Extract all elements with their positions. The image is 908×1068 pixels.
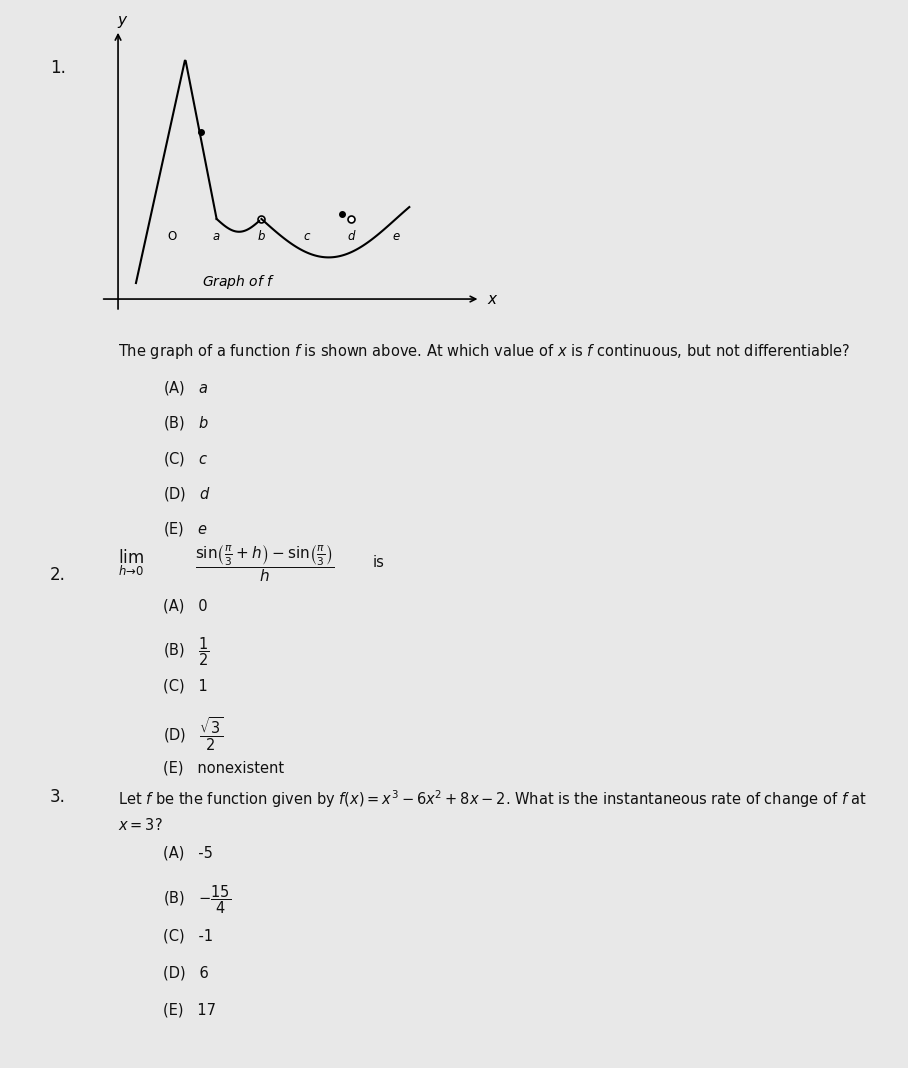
Text: d: d [347, 231, 355, 244]
Text: (A)   -5: (A) -5 [163, 846, 213, 861]
Text: x: x [488, 292, 497, 307]
Text: (A)   $a$: (A) $a$ [163, 379, 209, 397]
Text: (B)   $b$: (B) $b$ [163, 414, 210, 433]
Text: (D)   6: (D) 6 [163, 965, 209, 980]
Text: 1.: 1. [50, 59, 65, 77]
Text: (D)   $d$: (D) $d$ [163, 485, 212, 503]
Text: O: O [167, 231, 176, 244]
Text: b: b [258, 231, 265, 244]
Text: Graph of $f$: Graph of $f$ [202, 273, 276, 292]
Text: $\dfrac{\sin\!\left(\frac{\pi}{3}+h\right)-\sin\!\left(\frac{\pi}{3}\right)}{h}$: $\dfrac{\sin\!\left(\frac{\pi}{3}+h\righ… [195, 541, 335, 584]
Text: y: y [117, 13, 126, 28]
Text: (B)   $-\dfrac{15}{4}$: (B) $-\dfrac{15}{4}$ [163, 883, 232, 915]
Text: c: c [303, 231, 310, 244]
Text: (C)   -1: (C) -1 [163, 928, 213, 943]
Text: Let $f$ be the function given by $f(x) = x^3 - 6x^2 + 8x - 2$. What is the insta: Let $f$ be the function given by $f(x) =… [118, 788, 867, 810]
Text: (E)   nonexistent: (E) nonexistent [163, 760, 284, 775]
Text: (A)   0: (A) 0 [163, 598, 208, 613]
Text: (D)   $\dfrac{\sqrt{3}}{2}$: (D) $\dfrac{\sqrt{3}}{2}$ [163, 716, 224, 753]
Text: (E)   17: (E) 17 [163, 1003, 216, 1018]
Text: is: is [372, 555, 384, 570]
Text: e: e [392, 231, 400, 244]
Text: $\lim_{h \to 0}$: $\lim_{h \to 0}$ [118, 548, 144, 578]
Text: (C)   1: (C) 1 [163, 678, 208, 693]
Text: (C)   $c$: (C) $c$ [163, 450, 209, 468]
Text: 3.: 3. [50, 788, 65, 806]
Text: $x = 3$?: $x = 3$? [118, 817, 163, 833]
Text: 2.: 2. [50, 566, 65, 584]
Text: a: a [213, 231, 221, 244]
Text: (E)   $e$: (E) $e$ [163, 520, 208, 538]
Text: The graph of a function $f$ is shown above. At which value of $x$ is $f$ continu: The graph of a function $f$ is shown abo… [118, 342, 851, 361]
Text: (B)   $\dfrac{1}{2}$: (B) $\dfrac{1}{2}$ [163, 635, 210, 668]
